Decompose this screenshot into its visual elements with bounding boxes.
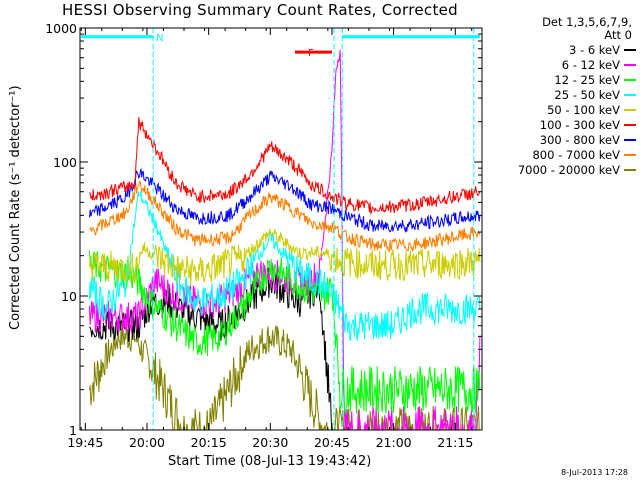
legend-swatch: [624, 108, 636, 111]
legend-label: 25 - 50 keV: [554, 87, 620, 102]
series-line-50-100keV: [89, 227, 481, 287]
legend-swatch: [624, 48, 636, 51]
legend-swatch: [624, 78, 636, 81]
legend-entry: 7000 - 20000 keV: [488, 163, 636, 178]
x-tick-label-5: 21:00: [376, 435, 412, 450]
legend-entry: 12 - 25 keV: [488, 72, 636, 87]
legend-header-attenuator: Att 0: [604, 28, 632, 42]
y-axis-label: Corrected Count Rate (s⁻¹ detector⁻¹): [8, 85, 23, 330]
legend-swatch: [624, 169, 636, 172]
legend-entry: 800 - 7000 keV: [488, 148, 636, 163]
x-tick-label-6: 21:15: [437, 435, 473, 450]
series-line-6-12keV: [89, 49, 481, 432]
chart-title: HESSI Observing Summary Count Rates, Cor…: [62, 1, 458, 19]
legend-swatch: [624, 139, 636, 142]
legend-label: 6 - 12 keV: [561, 57, 620, 72]
y-tick-label-3: 1000: [45, 21, 77, 36]
legend-label: 300 - 800 keV: [539, 133, 620, 148]
legend-header-detectors: Det 1,3,5,6,7,9,: [542, 15, 632, 29]
legend-entry: 50 - 100 keV: [488, 102, 636, 117]
legend-swatch: [624, 124, 636, 127]
x-tick-label-2: 20:15: [191, 435, 227, 450]
legend: 3 - 6 keV 6 - 12 keV 12 - 25 keV 25 - 50 ke…: [488, 42, 636, 178]
legend-label: 50 - 100 keV: [547, 102, 620, 117]
y-tick-label-1: 10: [61, 289, 77, 304]
legend-swatch: [624, 93, 636, 96]
legend-entry: 25 - 50 keV: [488, 87, 636, 102]
legend-entry: 300 - 800 keV: [488, 133, 636, 148]
series-line-12-25keV: [89, 250, 481, 414]
legend-label: 100 - 300 keV: [539, 118, 620, 133]
axis-layer: 19:45 20:00 20:15 20:30 20:45 21:00 21:15 1 10 10…: [45, 21, 482, 450]
legend-label: 3 - 6 keV: [569, 42, 620, 57]
legend-entry: 6 - 12 keV: [488, 57, 636, 72]
legend-label: 800 - 7000 keV: [532, 148, 620, 163]
series-line-100-300keV: [89, 116, 481, 216]
legend-swatch: [624, 63, 636, 66]
annotation-label-F: F: [308, 48, 314, 59]
x-axis-label: Start Time (08-Jul-13 19:43:42): [168, 454, 372, 469]
x-tick-label-4: 20:45: [314, 435, 350, 450]
legend-entry: 100 - 300 keV: [488, 117, 636, 132]
x-tick-label-0: 19:45: [67, 435, 103, 450]
x-tick-label-1: 20:00: [129, 435, 165, 450]
x-tick-label-3: 20:30: [252, 435, 288, 450]
legend-label: 7000 - 20000 keV: [517, 163, 620, 178]
plot-frame: [79, 27, 483, 431]
legend-swatch: [624, 154, 636, 157]
series-line-800-7000keV: [89, 180, 481, 254]
marker-layer: [152, 28, 475, 430]
footer-date: 8-Jul-2013 17:28: [561, 468, 628, 477]
series-layer: [89, 49, 481, 432]
y-tick-label-2: 100: [53, 155, 77, 170]
series-line-300-800keV: [89, 168, 481, 234]
legend-entry: 3 - 6 keV: [488, 42, 636, 57]
annotation-layer: NF: [81, 33, 480, 59]
y-tick-label-0: 1: [69, 423, 77, 438]
legend-label: 12 - 25 keV: [554, 72, 620, 87]
annotation-label-N: N: [156, 33, 163, 44]
series-line-25-50keV: [89, 190, 481, 342]
